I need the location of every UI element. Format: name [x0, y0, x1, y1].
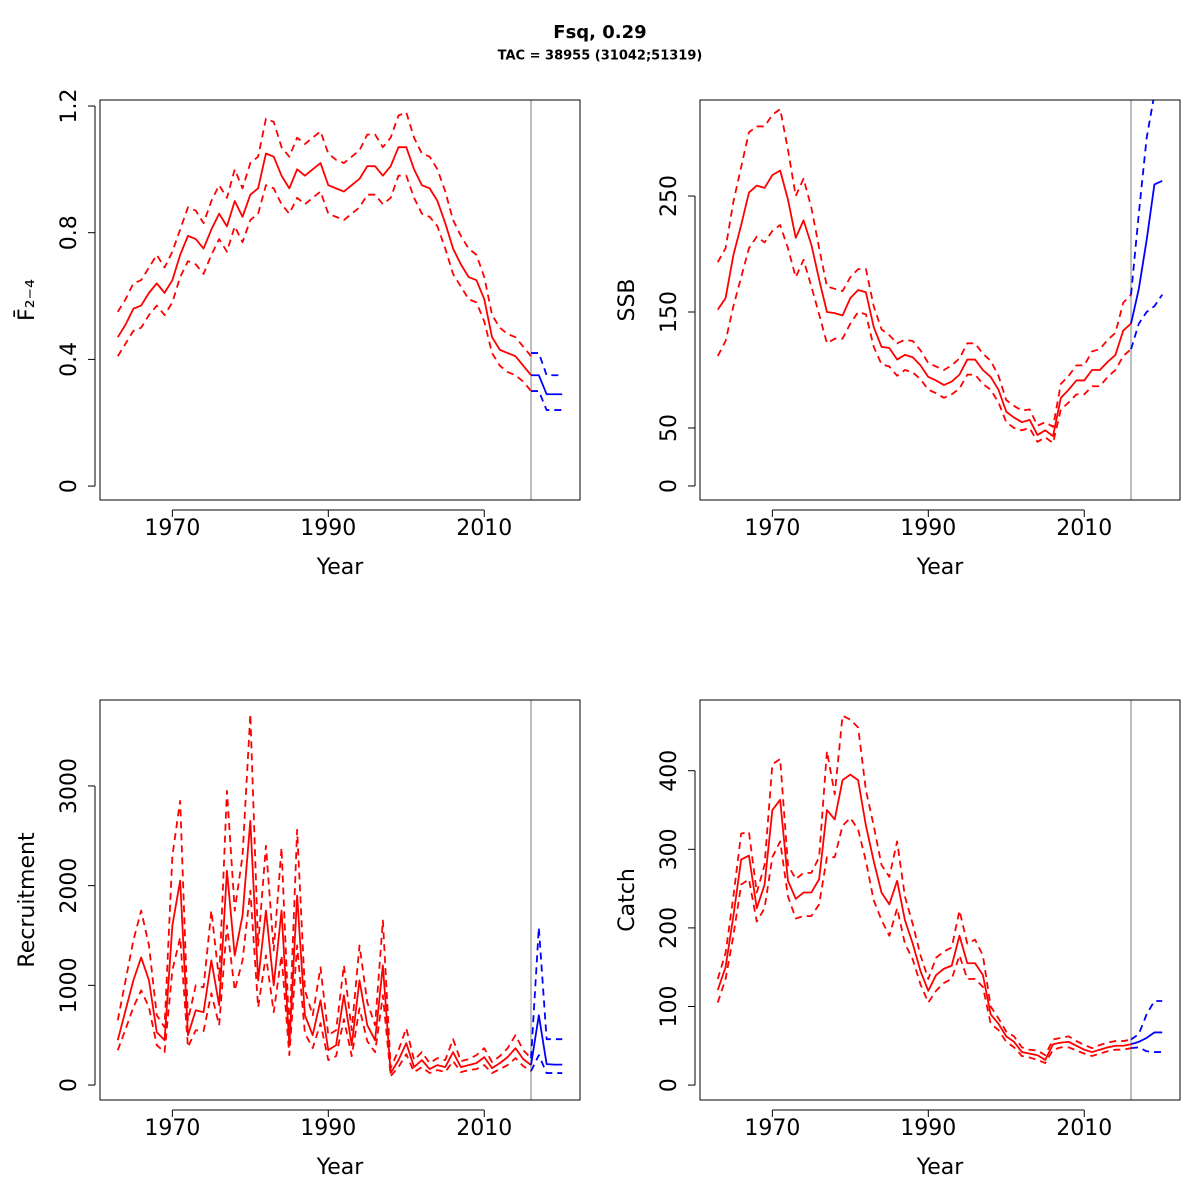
y-tick-label: 200	[657, 907, 682, 949]
y-tick-label: 0.8	[57, 215, 82, 250]
x-tick-label: 2010	[456, 1116, 512, 1141]
series-line	[716, 224, 1132, 444]
y-tick-label: 0	[57, 479, 82, 493]
y-tick-label: 250	[657, 175, 682, 217]
series-line	[716, 714, 1132, 1057]
series-line	[530, 1014, 563, 1066]
series-line	[1130, 1031, 1163, 1046]
plot-box	[99, 699, 581, 1101]
x-tick-label: 2010	[1056, 516, 1112, 541]
y-tick-label: 0	[657, 1078, 682, 1092]
y-axis-label: F̄₂₋₄	[14, 279, 40, 321]
series-line	[716, 108, 1132, 428]
x-axis-label: Year	[916, 555, 965, 580]
panel: 0 50 150 250 1970 1990 2010 Year SSB	[615, 99, 1181, 580]
series-line	[1130, 1046, 1163, 1053]
x-tick-label: 1990	[300, 1116, 356, 1141]
x-tick-label: 1990	[300, 516, 356, 541]
x-tick-label: 1970	[744, 516, 800, 541]
x-tick-label: 1970	[744, 1116, 800, 1141]
x-tick-label: 1990	[900, 1116, 956, 1141]
series-line	[116, 889, 532, 1077]
y-tick-label: 50	[657, 414, 682, 442]
plot-box	[699, 99, 1181, 501]
series-line	[1130, 100, 1155, 295]
y-axis-label: Recruitment	[15, 832, 40, 968]
series-line	[117, 111, 532, 357]
x-tick-label: 1990	[900, 516, 956, 541]
plot-box	[99, 99, 581, 501]
y-tick-label: 3000	[57, 758, 82, 814]
x-tick-label: 2010	[1056, 1116, 1112, 1141]
y-tick-label: 0	[57, 1078, 82, 1092]
series-group	[117, 111, 563, 411]
x-axis-label: Year	[916, 1155, 965, 1180]
y-tick-label: 0.4	[57, 342, 82, 377]
figure-title: Fsq, 0.29	[553, 22, 646, 43]
series-line	[716, 773, 1132, 1061]
panel: 0 1000 2000 3000 1970 1990 2010 Year Recruitment	[15, 699, 581, 1180]
series-line	[117, 146, 532, 376]
y-tick-label: 150	[657, 291, 682, 333]
series-line	[117, 174, 532, 392]
y-axis-label: Catch	[615, 868, 640, 932]
series-line	[716, 816, 1132, 1064]
series-line	[1130, 180, 1163, 324]
panel: 0 100 200 300 400 1970 1990 2010 Year Catch	[615, 699, 1181, 1180]
series-line	[530, 926, 563, 1059]
series-line	[116, 819, 532, 1074]
y-axis-label: SSB	[615, 278, 640, 321]
y-tick-label: 300	[657, 828, 682, 870]
x-tick-label: 1970	[144, 1116, 200, 1141]
series-line	[717, 169, 1132, 437]
y-tick-label: 0	[657, 479, 682, 493]
series-line	[531, 374, 563, 396]
y-tick-label: 400	[657, 750, 682, 792]
y-tick-label: 1000	[57, 957, 82, 1013]
series-line	[531, 390, 563, 411]
series-group	[116, 713, 563, 1077]
y-tick-label: 1.2	[57, 89, 82, 124]
y-tick-label: 2000	[57, 858, 82, 914]
x-tick-label: 2010	[456, 516, 512, 541]
series-line	[530, 1054, 563, 1074]
series-line	[1130, 294, 1163, 350]
x-tick-label: 1970	[144, 516, 200, 541]
series-line	[116, 713, 532, 1069]
y-tick-label: 100	[657, 985, 682, 1027]
series-line	[1130, 1000, 1163, 1041]
series-line	[531, 352, 563, 377]
x-axis-label: Year	[316, 555, 365, 580]
series-group	[716, 714, 1163, 1064]
x-axis-label: Year	[316, 1155, 365, 1180]
series-group	[716, 100, 1163, 444]
figure-subtitle: TAC = 38955 (31042;51319)	[498, 49, 703, 64]
plot-box	[699, 699, 1181, 1101]
panel: 0 0.4 0.8 1.2 1970 1990 2010 Year F̄₂₋₄	[14, 89, 581, 580]
